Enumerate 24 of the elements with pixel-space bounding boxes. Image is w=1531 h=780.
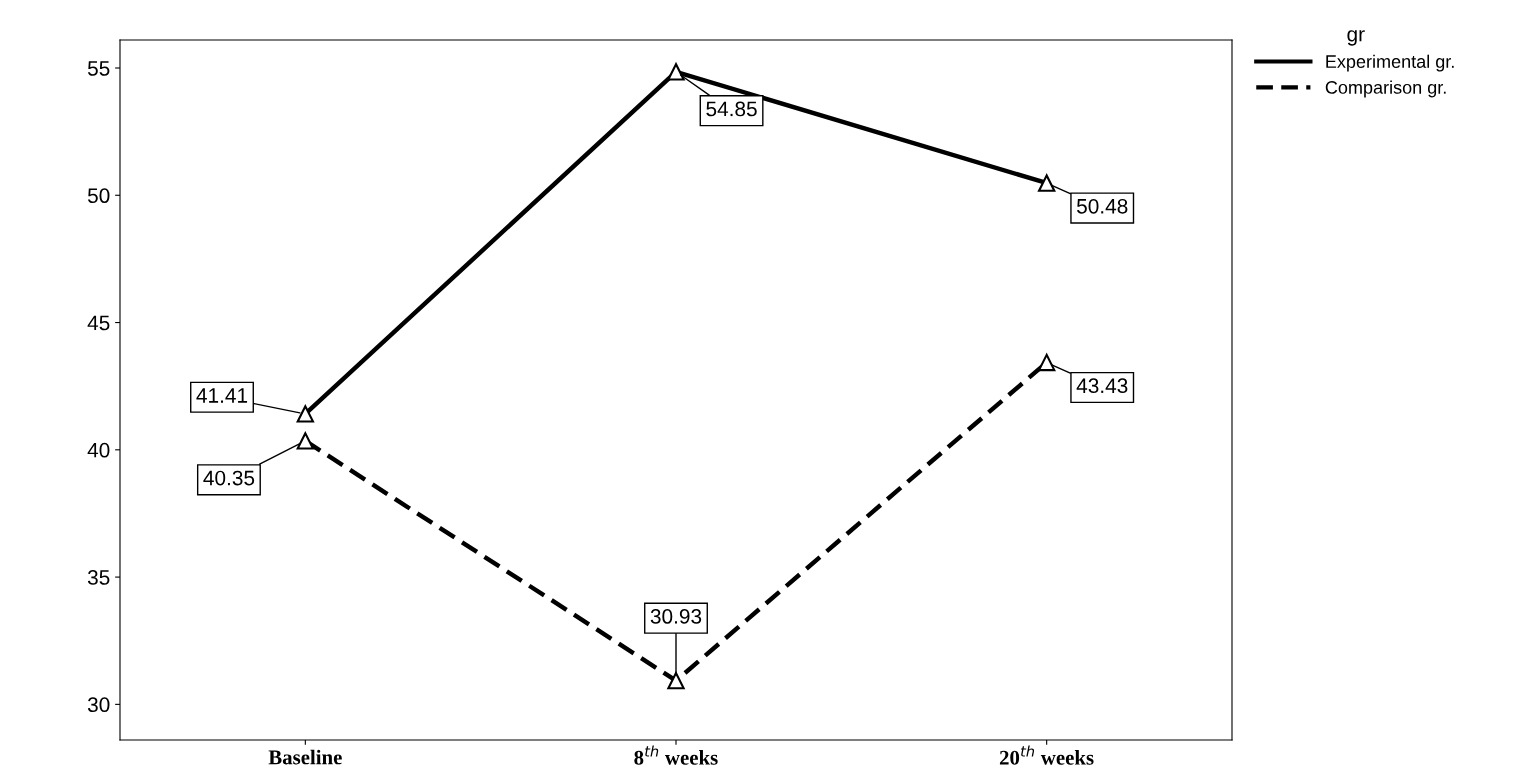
y-tick-label: 30 (87, 697, 110, 713)
point (667, 672, 685, 690)
y-tick-label: 50 (87, 188, 110, 204)
y-tick-label: 45 (87, 315, 110, 331)
x-tick-label: 20$^{th}$ weeks (999, 745, 1094, 765)
x-tick-label: 8$^{th}$ weeks (634, 745, 718, 765)
y-tick-label: 35 (87, 570, 110, 585)
data-label: 41.41 (196, 388, 248, 403)
legend-label: Comparison gr. (1325, 80, 1446, 98)
point (296, 432, 315, 450)
data-label: 54.85 (706, 101, 757, 117)
point (1037, 353, 1056, 372)
data-label: 43.43 (1076, 378, 1128, 394)
x-tick-label: Baseline (268, 749, 342, 765)
legend-label: Experimental gr. (1326, 54, 1454, 72)
data-label: 40.35 (203, 470, 255, 486)
y-tick-label: 40 (87, 442, 110, 458)
legend-title: gr (1347, 30, 1365, 46)
data-label: 50.48 (1076, 198, 1128, 214)
y-tick-label: 55 (87, 61, 110, 76)
point (667, 63, 685, 81)
data-label: 30.93 (650, 609, 702, 624)
point (1037, 174, 1056, 192)
point (296, 405, 315, 423)
